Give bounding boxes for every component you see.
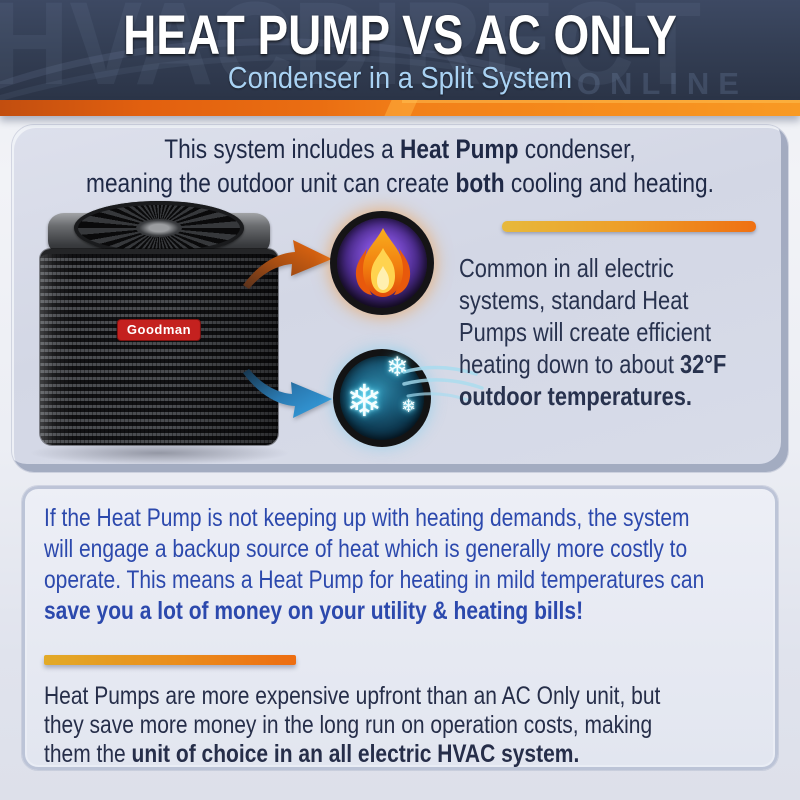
condenser-body: Goodman: [40, 249, 278, 445]
cool-arrow-icon: [243, 369, 332, 418]
intro-text: This system includes a Heat Pump condens…: [12, 132, 788, 200]
text-line: systems, standard Heat: [459, 285, 689, 315]
cost-savings-card: If the Heat Pump is not keeping up with …: [22, 486, 778, 770]
text-line: Common in all electric: [459, 253, 674, 283]
fire-icon: [330, 211, 434, 315]
text-line: Pumps will create efficient: [459, 317, 712, 347]
condenser-photo: Goodman: [28, 201, 290, 465]
text-line: operate. This means a Heat Pump for heat…: [44, 566, 705, 594]
heating-note-text: Common in all electric systems, standard …: [459, 252, 777, 412]
section-divider-bar: [44, 655, 296, 665]
text-line: will engage a backup source of heat whic…: [44, 535, 688, 563]
text-line: meaning the outdoor unit can create both…: [86, 168, 714, 198]
hvacdirect-watermark: HVACDIRECT: [0, 0, 702, 100]
logo-swoosh-icon: [0, 38, 561, 100]
text-line: save you a lot of money on your utility …: [44, 597, 584, 625]
snowflake-icon: ❄ ❄ ❄: [333, 349, 484, 447]
heat-arrow-icon: [243, 240, 332, 289]
accent-bar-seam: [384, 100, 418, 116]
text-line: Heat Pumps are more expensive upfront th…: [44, 682, 661, 710]
flame-icon: [355, 228, 411, 297]
wind-lines-icon: [402, 365, 484, 402]
text-line: they save more money in the long run on …: [44, 711, 653, 739]
online-watermark: ONLINE: [576, 66, 748, 100]
snowflake-glyph: ❄: [401, 396, 417, 417]
text-line: heating down to about 32°F: [459, 349, 727, 379]
fan-grille-icon: [74, 201, 244, 255]
header-accent-bar: [0, 100, 800, 116]
text-line: them the unit of choice in an all electr…: [44, 740, 580, 768]
goodman-badge: Goodman: [117, 320, 201, 340]
text-line: outdoor temperatures.: [459, 381, 692, 411]
fan-hub: [136, 219, 182, 237]
snowflake-glyph: ❄: [346, 376, 383, 427]
heating-note-accent-bar: [502, 221, 756, 232]
page-title: HEAT PUMP VS AC ONLY: [123, 3, 677, 66]
header-banner: HVACDIRECT ONLINE HEAT PUMP VS AC ONLY C…: [0, 0, 800, 100]
snowflake-glyph: ❄: [386, 352, 409, 383]
text-line: If the Heat Pump is not keeping up with …: [44, 504, 690, 532]
text-line: This system includes a Heat Pump condens…: [164, 134, 636, 164]
condenser-shadow: [28, 441, 290, 465]
heat-pump-overview-card: This system includes a Heat Pump condens…: [12, 125, 788, 472]
cost-comparison-text: Heat Pumps are more expensive upfront th…: [44, 682, 778, 769]
page-subtitle: Condenser in a Split System: [227, 60, 573, 95]
backup-heat-text: If the Heat Pump is not keeping up with …: [44, 503, 800, 627]
